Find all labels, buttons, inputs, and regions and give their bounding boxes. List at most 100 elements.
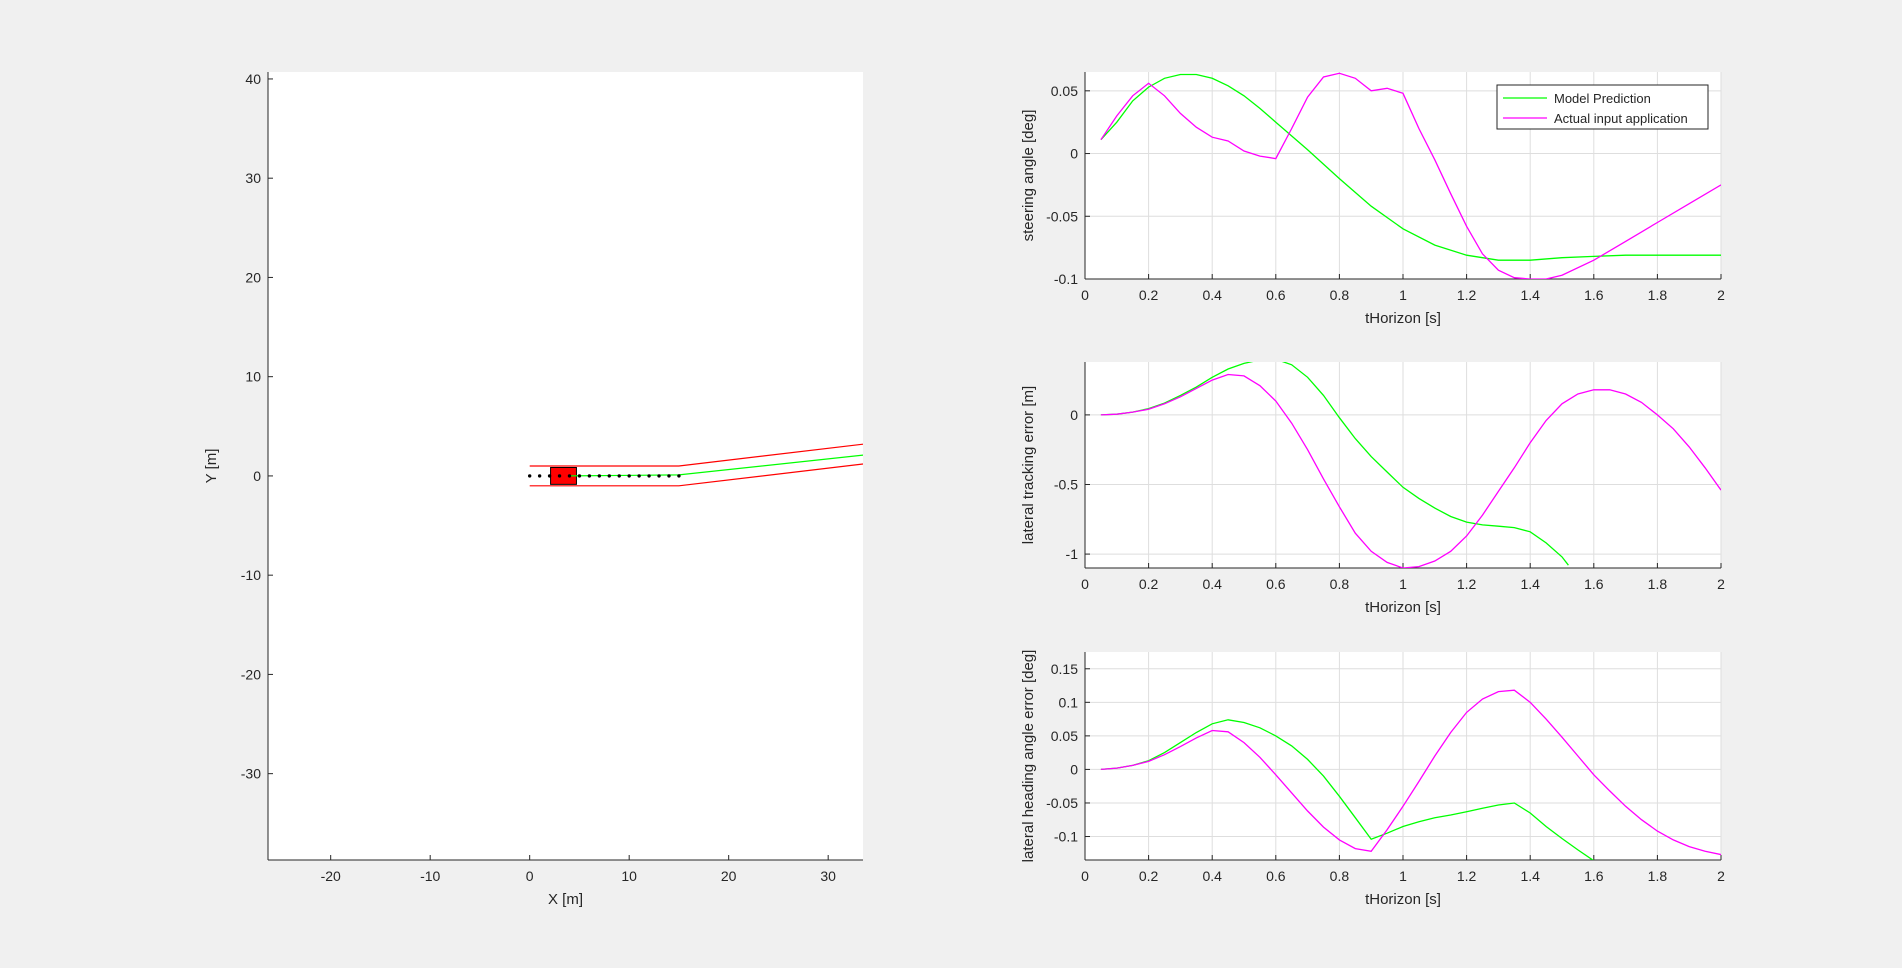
y-tick-label: -0.1 (1054, 271, 1078, 287)
y-tick-label: -0.1 (1054, 829, 1078, 845)
steering-y-axis-label: steering angle [deg] (1020, 110, 1037, 242)
y-tick-label: 20 (245, 269, 261, 285)
x-tick-label: 2 (1717, 868, 1725, 884)
x-tick-label: 1 (1399, 576, 1407, 592)
x-tick-label: 1.4 (1520, 576, 1540, 592)
x-tick-label: 1 (1399, 868, 1407, 884)
road-x-axis-label: X [m] (548, 891, 583, 908)
steering-series-group (1100, 72, 1721, 279)
legend: Model Prediction Actual input application (1496, 84, 1709, 130)
x-tick-label: 1.8 (1648, 287, 1668, 303)
y-tick-label: 0.1 (1059, 694, 1079, 710)
path-point (637, 474, 641, 478)
actual-input-line (1100, 689, 1721, 856)
x-tick-label: 10 (621, 868, 637, 884)
path-point (587, 474, 592, 478)
x-tick-label: 0.2 (1139, 576, 1159, 592)
lateral-x-axis-label: tHorizon [s] (1365, 599, 1441, 616)
x-tick-label: -10 (420, 868, 440, 884)
legend-label-actual-input: Actual input application (1554, 111, 1688, 126)
model-prediction-line (1100, 73, 1721, 261)
path-point (627, 474, 631, 478)
path-point (527, 474, 532, 478)
x-tick-label: 2 (1717, 576, 1725, 592)
y-tick-label: -30 (241, 766, 261, 782)
heading-error-plot: 0 0.2 0.4 0.6 0.8 1 1.2 1.4 1.6 1.8 2 -0.1 -0.05 0 0.0… (1020, 650, 1725, 908)
x-tick-label: 1 (1399, 287, 1407, 303)
path-point (547, 474, 552, 478)
lateral-series-group (1100, 362, 1721, 568)
x-tick-label: 1.2 (1457, 287, 1477, 303)
x-tick-label: 0.6 (1266, 868, 1286, 884)
actual-input-line (1100, 72, 1721, 279)
x-tick-label: 20 (721, 868, 737, 884)
path-point (577, 474, 582, 478)
x-tick-label: 0.2 (1139, 868, 1159, 884)
path-point (617, 474, 621, 478)
steering-plot: 0 0.2 0.4 0.6 0.8 1 1.2 1.4 1.6 1.8 2 -0.1 -0.05 0 0.0… (1020, 72, 1725, 327)
path-point (657, 474, 661, 478)
y-tick-label: -1 (1066, 546, 1079, 562)
path-point (647, 474, 651, 478)
road-layer (527, 443, 863, 487)
y-tick-label: -0.05 (1046, 208, 1078, 224)
y-tick-label: 0.05 (1051, 728, 1078, 744)
x-tick-label: 1.4 (1520, 287, 1540, 303)
x-tick-label: 0 (1081, 868, 1089, 884)
x-tick-label: 0 (1081, 287, 1089, 303)
x-tick-label: 0.8 (1330, 576, 1350, 592)
y-tick-label: 0.05 (1051, 83, 1078, 99)
y-tick-label: 0.15 (1051, 661, 1078, 677)
y-tick-label: 30 (245, 170, 261, 186)
y-tick-label: 0 (1070, 146, 1078, 162)
heading-series-group (1100, 689, 1721, 860)
path-point (667, 474, 671, 478)
legend-box (1496, 84, 1709, 130)
heading-x-axis-label: tHorizon [s] (1365, 891, 1441, 908)
x-tick-label: 0.4 (1202, 868, 1222, 884)
y-tick-label: 0 (1070, 407, 1078, 423)
x-tick-label: 1.8 (1648, 868, 1668, 884)
lateral-y-axis-label: lateral tracking error [m] (1020, 386, 1037, 544)
x-tick-label: 1.8 (1648, 576, 1668, 592)
x-tick-label: 30 (820, 868, 836, 884)
x-tick-label: 1.2 (1457, 576, 1477, 592)
path-point (607, 474, 611, 478)
path-point (597, 474, 602, 478)
x-tick-label: 1.2 (1457, 868, 1477, 884)
path-point (537, 474, 542, 478)
x-tick-label: 0.6 (1266, 576, 1286, 592)
model-prediction-line (1100, 362, 1569, 566)
x-tick-label: 1.4 (1520, 868, 1540, 884)
y-tick-label: -0.5 (1054, 476, 1078, 492)
legend-label-model-prediction: Model Prediction (1554, 91, 1651, 106)
x-tick-label: 1.6 (1584, 868, 1604, 884)
road-y-axis-label: Y [m] (203, 449, 220, 484)
path-point (567, 474, 572, 478)
y-tick-label: 10 (245, 369, 261, 385)
path-point (677, 474, 681, 478)
x-tick-label: 1.6 (1584, 576, 1604, 592)
x-tick-label: 0.4 (1202, 287, 1222, 303)
steering-x-axis-label: tHorizon [s] (1365, 310, 1441, 327)
x-tick-label: 0.2 (1139, 287, 1159, 303)
x-tick-label: 0.8 (1330, 287, 1350, 303)
path-point (557, 474, 562, 478)
x-tick-label: 0.6 (1266, 287, 1286, 303)
heading-y-axis-label: lateral heading angle error [deg] (1020, 650, 1037, 863)
x-tick-label: 1.6 (1584, 287, 1604, 303)
y-tick-label: -20 (241, 666, 261, 682)
y-tick-label: -0.05 (1046, 795, 1078, 811)
y-tick-label: 0 (1070, 761, 1078, 777)
road-edge-upper-line (529, 443, 863, 467)
model-prediction-line (1100, 719, 1594, 860)
x-tick-label: 0.8 (1330, 868, 1350, 884)
x-tick-label: 0 (526, 868, 534, 884)
road-edge-lower-line (529, 463, 863, 487)
x-tick-label: 2 (1717, 287, 1725, 303)
x-tick-label: 0 (1081, 576, 1089, 592)
x-tick-label: 0.4 (1202, 576, 1222, 592)
y-tick-label: 0 (253, 468, 261, 484)
y-tick-label: 40 (245, 71, 261, 87)
lateral-error-plot: 0 0.2 0.4 0.6 0.8 1 1.2 1.4 1.6 1.8 2 -1 -0.5 0 tHoriz… (1020, 362, 1725, 616)
